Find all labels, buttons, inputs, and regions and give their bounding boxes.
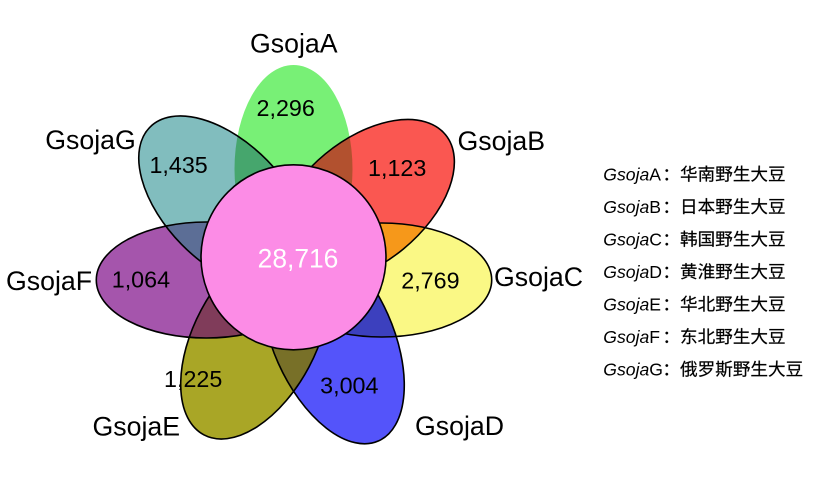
svg-text:GsojaE: GsojaE (93, 412, 181, 442)
svg-text:GsojaG: GsojaG (45, 125, 135, 155)
svg-text:3,004: 3,004 (320, 372, 378, 398)
svg-text:2,769: 2,769 (401, 267, 459, 293)
svg-text:1,225: 1,225 (164, 366, 222, 392)
svg-text:GsojaF: GsojaF (6, 266, 92, 296)
svg-text:1,123: 1,123 (368, 155, 426, 181)
svg-text:GsojaB: GsojaB (603, 197, 661, 217)
svg-text:28,716: 28,716 (258, 244, 339, 274)
svg-text:1,435: 1,435 (149, 152, 207, 178)
svg-text:2,296: 2,296 (257, 95, 315, 121)
svg-text:1,064: 1,064 (112, 267, 170, 293)
svg-text:GsojaB: GsojaB (458, 126, 546, 156)
svg-text:GsojaG: GsojaG (603, 359, 663, 379)
svg-text:GsojaC: GsojaC (494, 262, 583, 292)
svg-text:GsojaF: GsojaF (603, 327, 660, 347)
svg-text:GsojaA: GsojaA (603, 164, 661, 184)
svg-text:GsojaE: GsojaE (603, 294, 661, 314)
svg-text:GsojaD: GsojaD (415, 411, 504, 441)
svg-text:GsojaA: GsojaA (250, 29, 338, 59)
svg-text:GsojaD: GsojaD (603, 262, 662, 282)
svg-text:GsojaC: GsojaC (603, 229, 662, 249)
